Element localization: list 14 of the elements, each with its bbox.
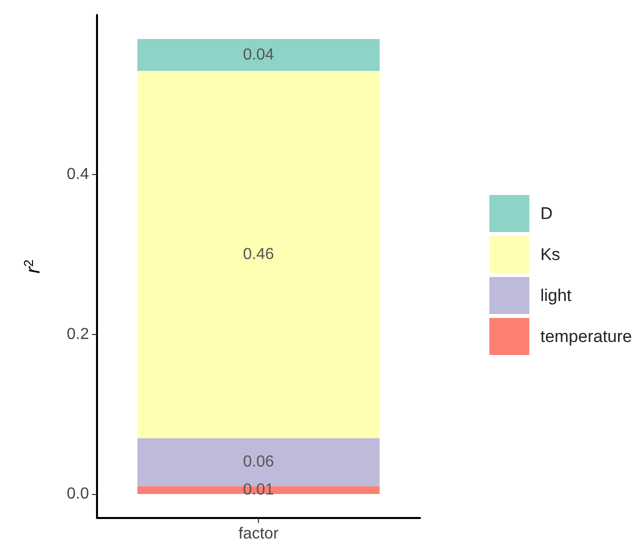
y-tick-label: 0.2	[66, 326, 90, 343]
x-tick-label: factor	[238, 526, 280, 542]
data-label: 0.46	[242, 246, 274, 264]
y-tick-label: 0.0	[66, 486, 90, 503]
data-label: 0.06	[242, 454, 274, 471]
y-axis-title: r2	[21, 260, 44, 274]
data-label: 0.04	[242, 46, 274, 64]
y-tick-label: 0.4	[66, 166, 90, 184]
legend-label: D	[540, 204, 553, 223]
bar	[137, 70, 380, 438]
legend-label: light	[540, 286, 572, 305]
bar	[137, 38, 380, 71]
legend-label: Ks	[540, 245, 560, 264]
legend-label: temperature	[540, 327, 632, 346]
